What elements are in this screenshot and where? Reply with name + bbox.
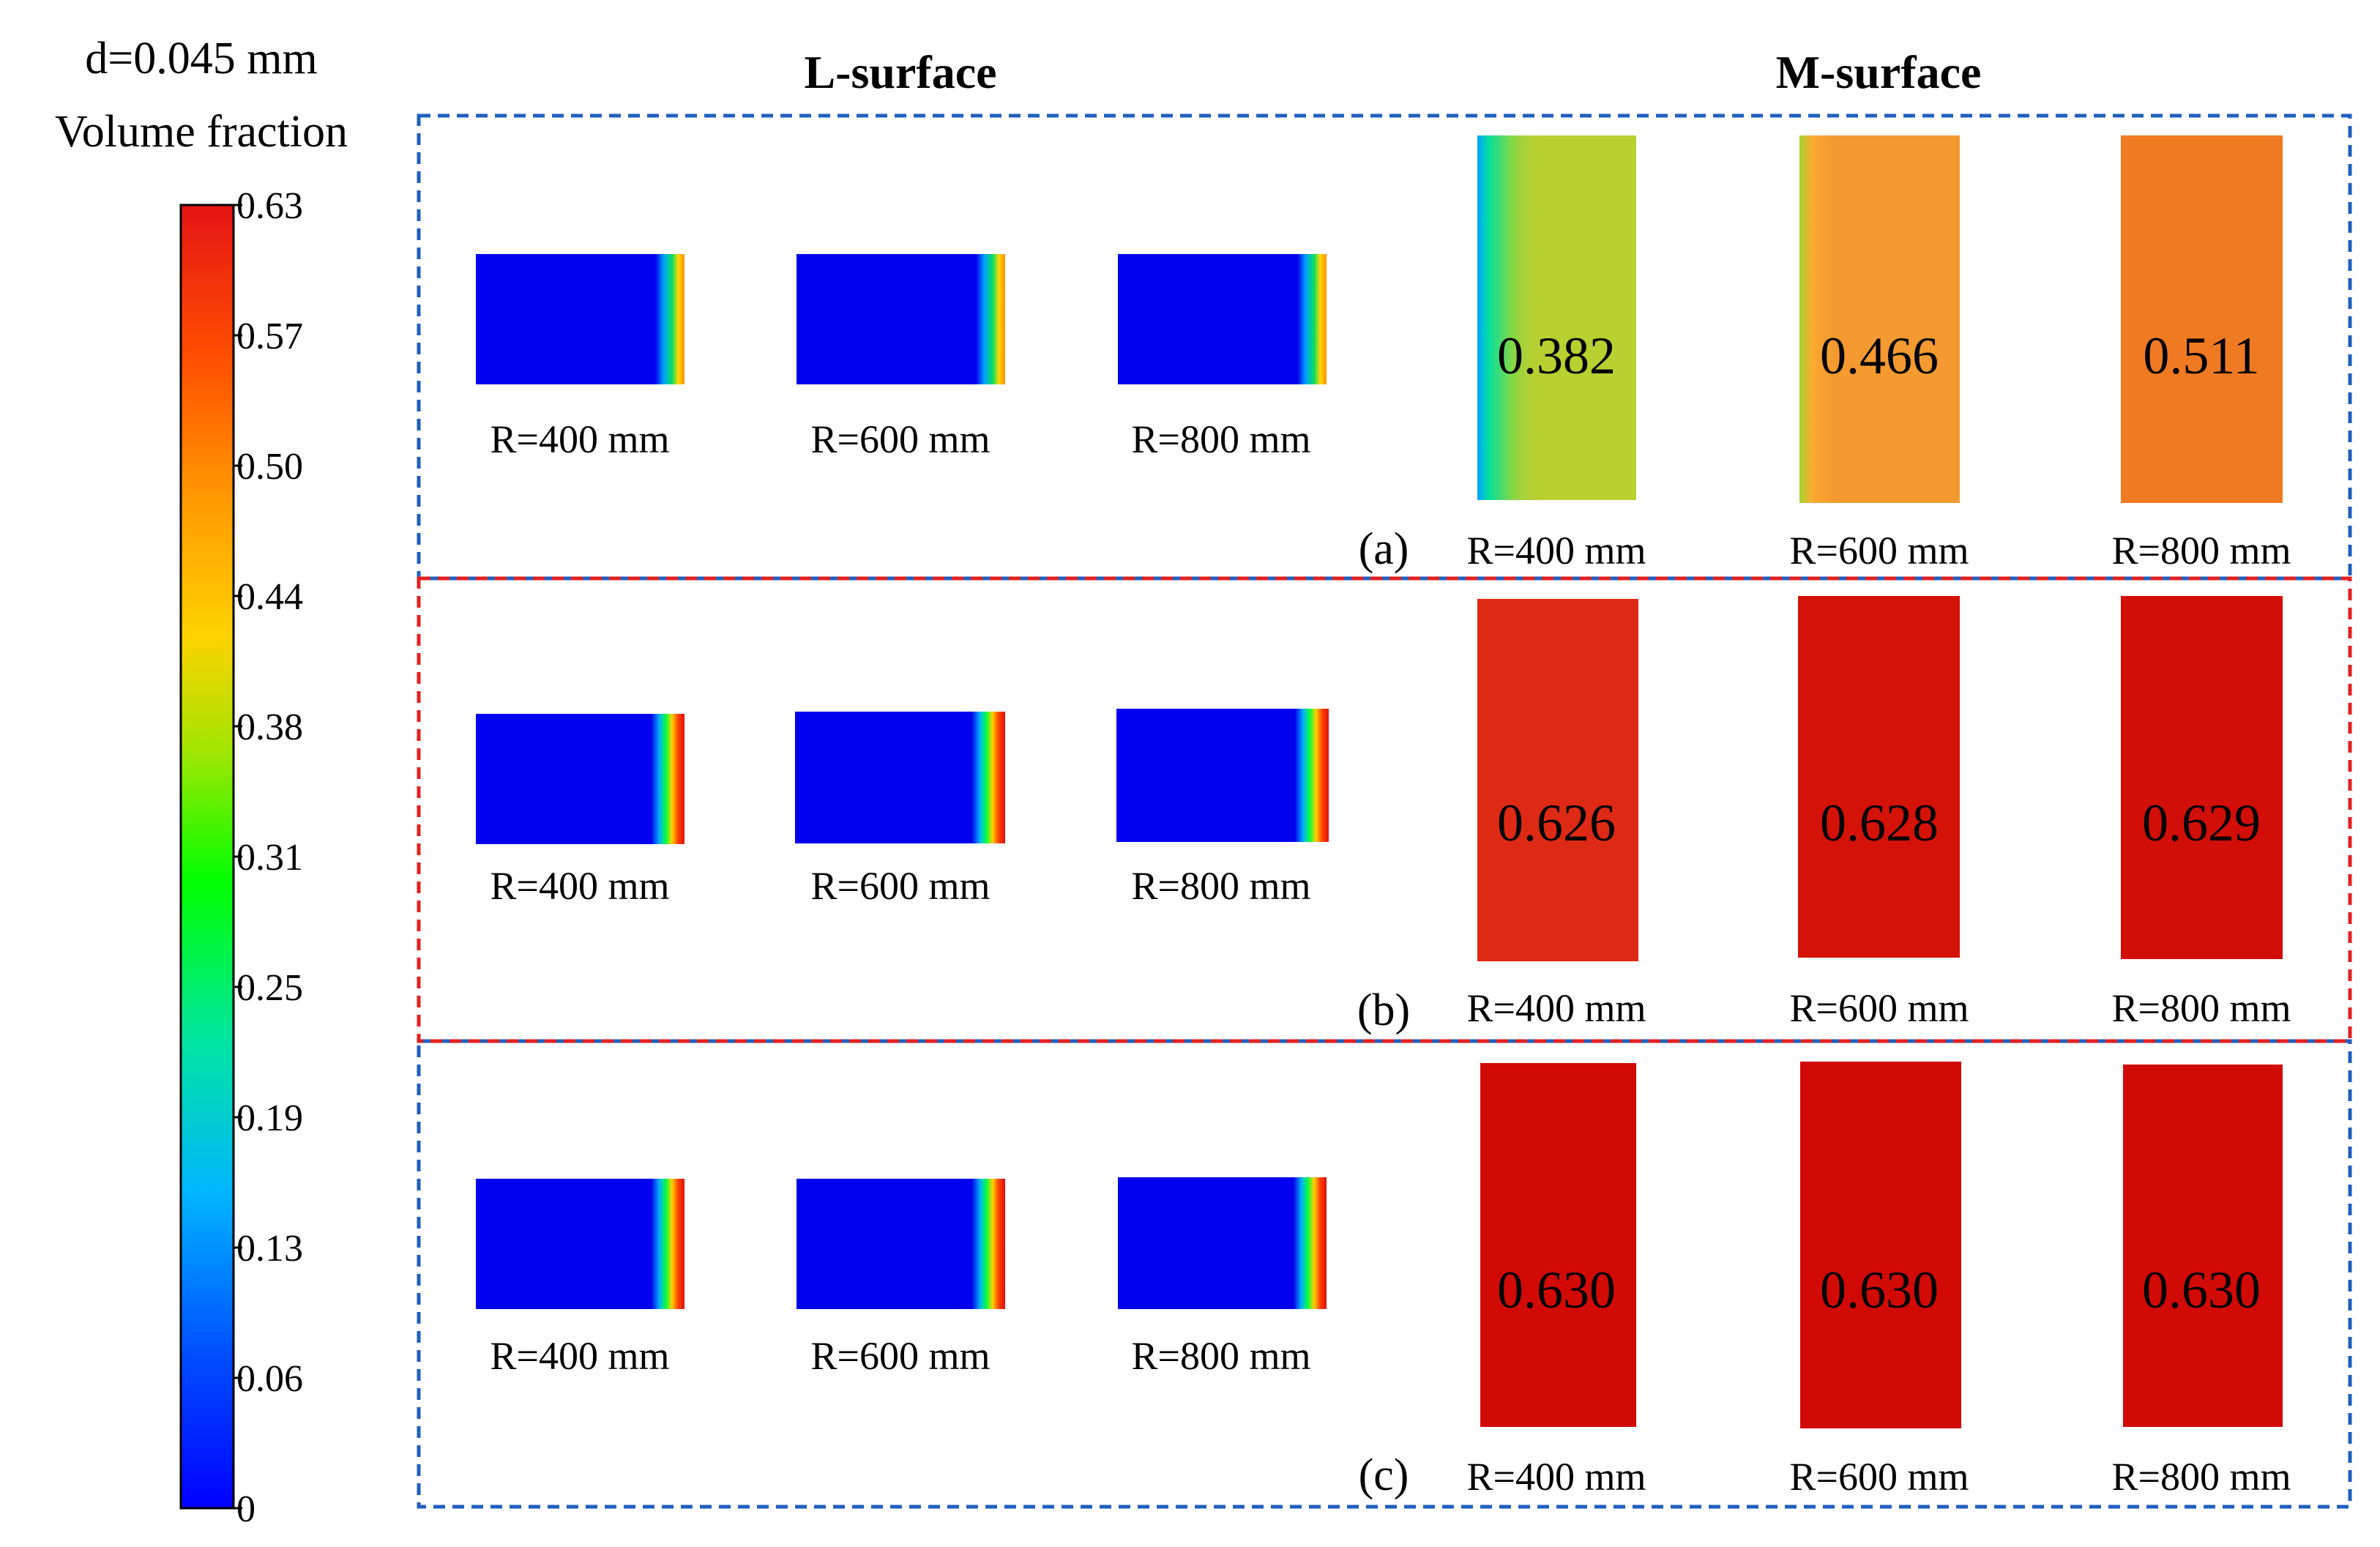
colorbar-tick-label: 0.57 bbox=[236, 316, 303, 357]
panel-c: R=400 mm R=600 mm R=800 mm 0.630 0.630 0… bbox=[476, 1062, 2291, 1500]
l-surface-r600-contour bbox=[797, 1179, 1005, 1309]
m-r400-value: 0.626 bbox=[1497, 794, 1616, 852]
l-surface-r600-contour bbox=[797, 254, 1005, 384]
m-r800-value: 0.630 bbox=[2142, 1261, 2261, 1319]
colorbar-tick-label: 0 bbox=[236, 1488, 255, 1530]
colorbar-tick-label: 0.25 bbox=[236, 967, 303, 1009]
colorbar-tick-label: 0.06 bbox=[236, 1358, 303, 1400]
l-surface-r400-contour bbox=[476, 1179, 684, 1309]
m-surface-r600-contour bbox=[1798, 596, 1960, 958]
m-surface-r600-contour bbox=[1800, 1062, 1961, 1428]
m-surface-r800-contour bbox=[2123, 1065, 2283, 1427]
panel-b: R=400 mm R=600 mm R=800 mm 0.626 0.628 0… bbox=[476, 596, 2291, 1035]
legend: d=0.045 mm Volume fraction 0.630.570.500… bbox=[55, 34, 348, 1530]
colorbar-ticks: 0.63 0.57 0.50 0.44 0.38 0.31 0.25 0.19 0.13 0.06… bbox=[234, 185, 303, 1530]
panel-b-tag: (b) bbox=[1357, 985, 1410, 1035]
l-surface-r800-contour bbox=[1118, 254, 1327, 384]
m-surface-r800-contour bbox=[2121, 135, 2283, 503]
m-r400-label: R=400 mm bbox=[1467, 1455, 1646, 1499]
m-r800-label: R=800 mm bbox=[2112, 986, 2291, 1030]
m-r600-label: R=600 mm bbox=[1790, 1455, 1969, 1499]
l-surface-r800-contour bbox=[1116, 709, 1329, 842]
l-surface-r400-contour bbox=[476, 254, 684, 384]
m-r600-value: 0.466 bbox=[1820, 327, 1939, 385]
l-r600-label: R=600 mm bbox=[811, 864, 991, 908]
colorbar bbox=[179, 204, 235, 1510]
m-surface-r600-edge bbox=[1799, 135, 1960, 503]
m-r800-label: R=800 mm bbox=[2112, 1455, 2291, 1499]
l-r800-label: R=800 mm bbox=[1132, 417, 1311, 461]
m-r800-label: R=800 mm bbox=[2112, 529, 2291, 573]
l-surface-header: L-surface bbox=[804, 46, 996, 98]
l-r400-label: R=400 mm bbox=[490, 864, 670, 908]
panel-a-tag: (a) bbox=[1359, 524, 1409, 574]
panel-b-frame bbox=[417, 576, 2352, 1043]
volume-fraction-label: Volume fraction bbox=[55, 107, 348, 157]
l-surface-r600-contour bbox=[795, 712, 1005, 843]
m-r600-label: R=600 mm bbox=[1790, 986, 1969, 1030]
colorbar-tick-label: 0.50 bbox=[236, 446, 303, 488]
m-surface-r800-contour bbox=[2121, 596, 2283, 959]
m-surface-header: M-surface bbox=[1776, 46, 1982, 98]
panel-a: R=400 mm R=600 mm R=800 mm 0.382 0.466 0… bbox=[476, 135, 2291, 574]
l-surface-r800-contour bbox=[1118, 1177, 1327, 1309]
colorbar-tick-label: 0.38 bbox=[236, 707, 303, 748]
l-r400-label: R=400 mm bbox=[490, 417, 670, 461]
l-r800-label: R=800 mm bbox=[1132, 1334, 1311, 1378]
colorbar-tick-label: 0.13 bbox=[236, 1228, 303, 1270]
m-r600-value: 0.628 bbox=[1820, 794, 1939, 852]
m-r800-value: 0.511 bbox=[2143, 327, 2259, 385]
m-r400-value: 0.630 bbox=[1497, 1261, 1616, 1319]
colorbar-tick-label: 0.63 bbox=[236, 185, 303, 227]
m-surface-r400-contour bbox=[1480, 1063, 1636, 1427]
m-r600-label: R=600 mm bbox=[1790, 529, 1969, 573]
m-r400-value: 0.382 bbox=[1497, 327, 1616, 385]
colorbar-tick-label: 0.19 bbox=[236, 1097, 303, 1139]
panel-c-tag: (c) bbox=[1359, 1450, 1409, 1500]
diameter-label: d=0.045 mm bbox=[85, 34, 317, 83]
m-r400-label: R=400 mm bbox=[1467, 529, 1646, 573]
l-r600-label: R=600 mm bbox=[811, 1334, 991, 1378]
m-r600-value: 0.630 bbox=[1820, 1261, 1939, 1319]
l-r600-label: R=600 mm bbox=[811, 417, 991, 461]
l-surface-r400-contour bbox=[476, 714, 684, 844]
colorbar-tick-label: 0.44 bbox=[236, 576, 303, 618]
l-r400-label: R=400 mm bbox=[490, 1334, 670, 1378]
m-surface-r400-edge bbox=[1477, 135, 1636, 500]
l-r800-label: R=800 mm bbox=[1132, 864, 1311, 908]
m-r800-value: 0.629 bbox=[2142, 794, 2261, 852]
m-r400-label: R=400 mm bbox=[1467, 986, 1646, 1030]
panel-a-frame bbox=[417, 113, 2352, 581]
panel-c-frame bbox=[417, 1039, 2352, 1509]
colorbar-tick-label: 0.31 bbox=[236, 837, 303, 879]
m-surface-r400-contour bbox=[1477, 599, 1638, 961]
